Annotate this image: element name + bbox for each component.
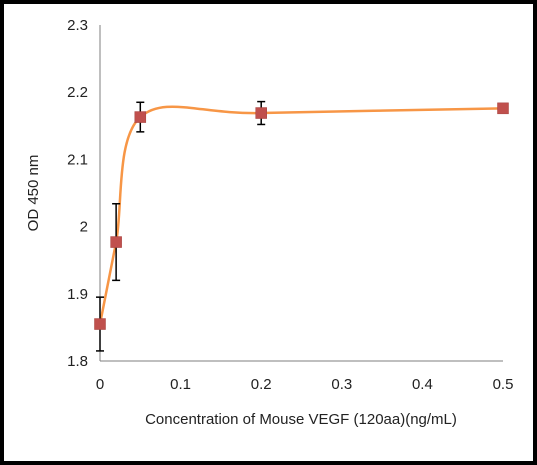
x-tick-labels: 0 0.1 0.2 0.3 0.4 0.5 <box>96 376 514 393</box>
y-tick-label: 2 <box>80 219 88 236</box>
error-bars <box>96 100 266 352</box>
y-tick-label: 1.8 <box>67 353 88 370</box>
data-point <box>110 236 122 248</box>
x-tick-label: 0 <box>96 376 104 393</box>
x-tick-label: 0.3 <box>331 376 352 393</box>
y-tick-label: 2.1 <box>67 151 88 168</box>
y-tick-labels: 1.8 1.9 2 2.1 2.2 2.3 <box>67 17 88 370</box>
x-tick-label: 0.2 <box>251 376 272 393</box>
data-point <box>94 318 106 330</box>
x-axis-title: Concentration of Mouse VEGF (120aa)(ng/m… <box>145 411 457 428</box>
data-points <box>94 102 509 330</box>
data-point <box>134 111 147 123</box>
y-axis-title: OD 450 nm <box>25 155 42 232</box>
x-tick-label: 0.4 <box>412 376 433 393</box>
data-point <box>255 107 267 119</box>
y-tick-label: 2.3 <box>67 17 88 34</box>
x-tick-label: 0.5 <box>493 376 514 393</box>
data-point <box>497 102 509 115</box>
x-tick-label: 0.1 <box>170 376 191 393</box>
y-tick-label: 1.9 <box>67 286 88 303</box>
y-tick-label: 2.2 <box>67 84 88 101</box>
axes <box>99 25 503 362</box>
trendline <box>98 105 504 325</box>
